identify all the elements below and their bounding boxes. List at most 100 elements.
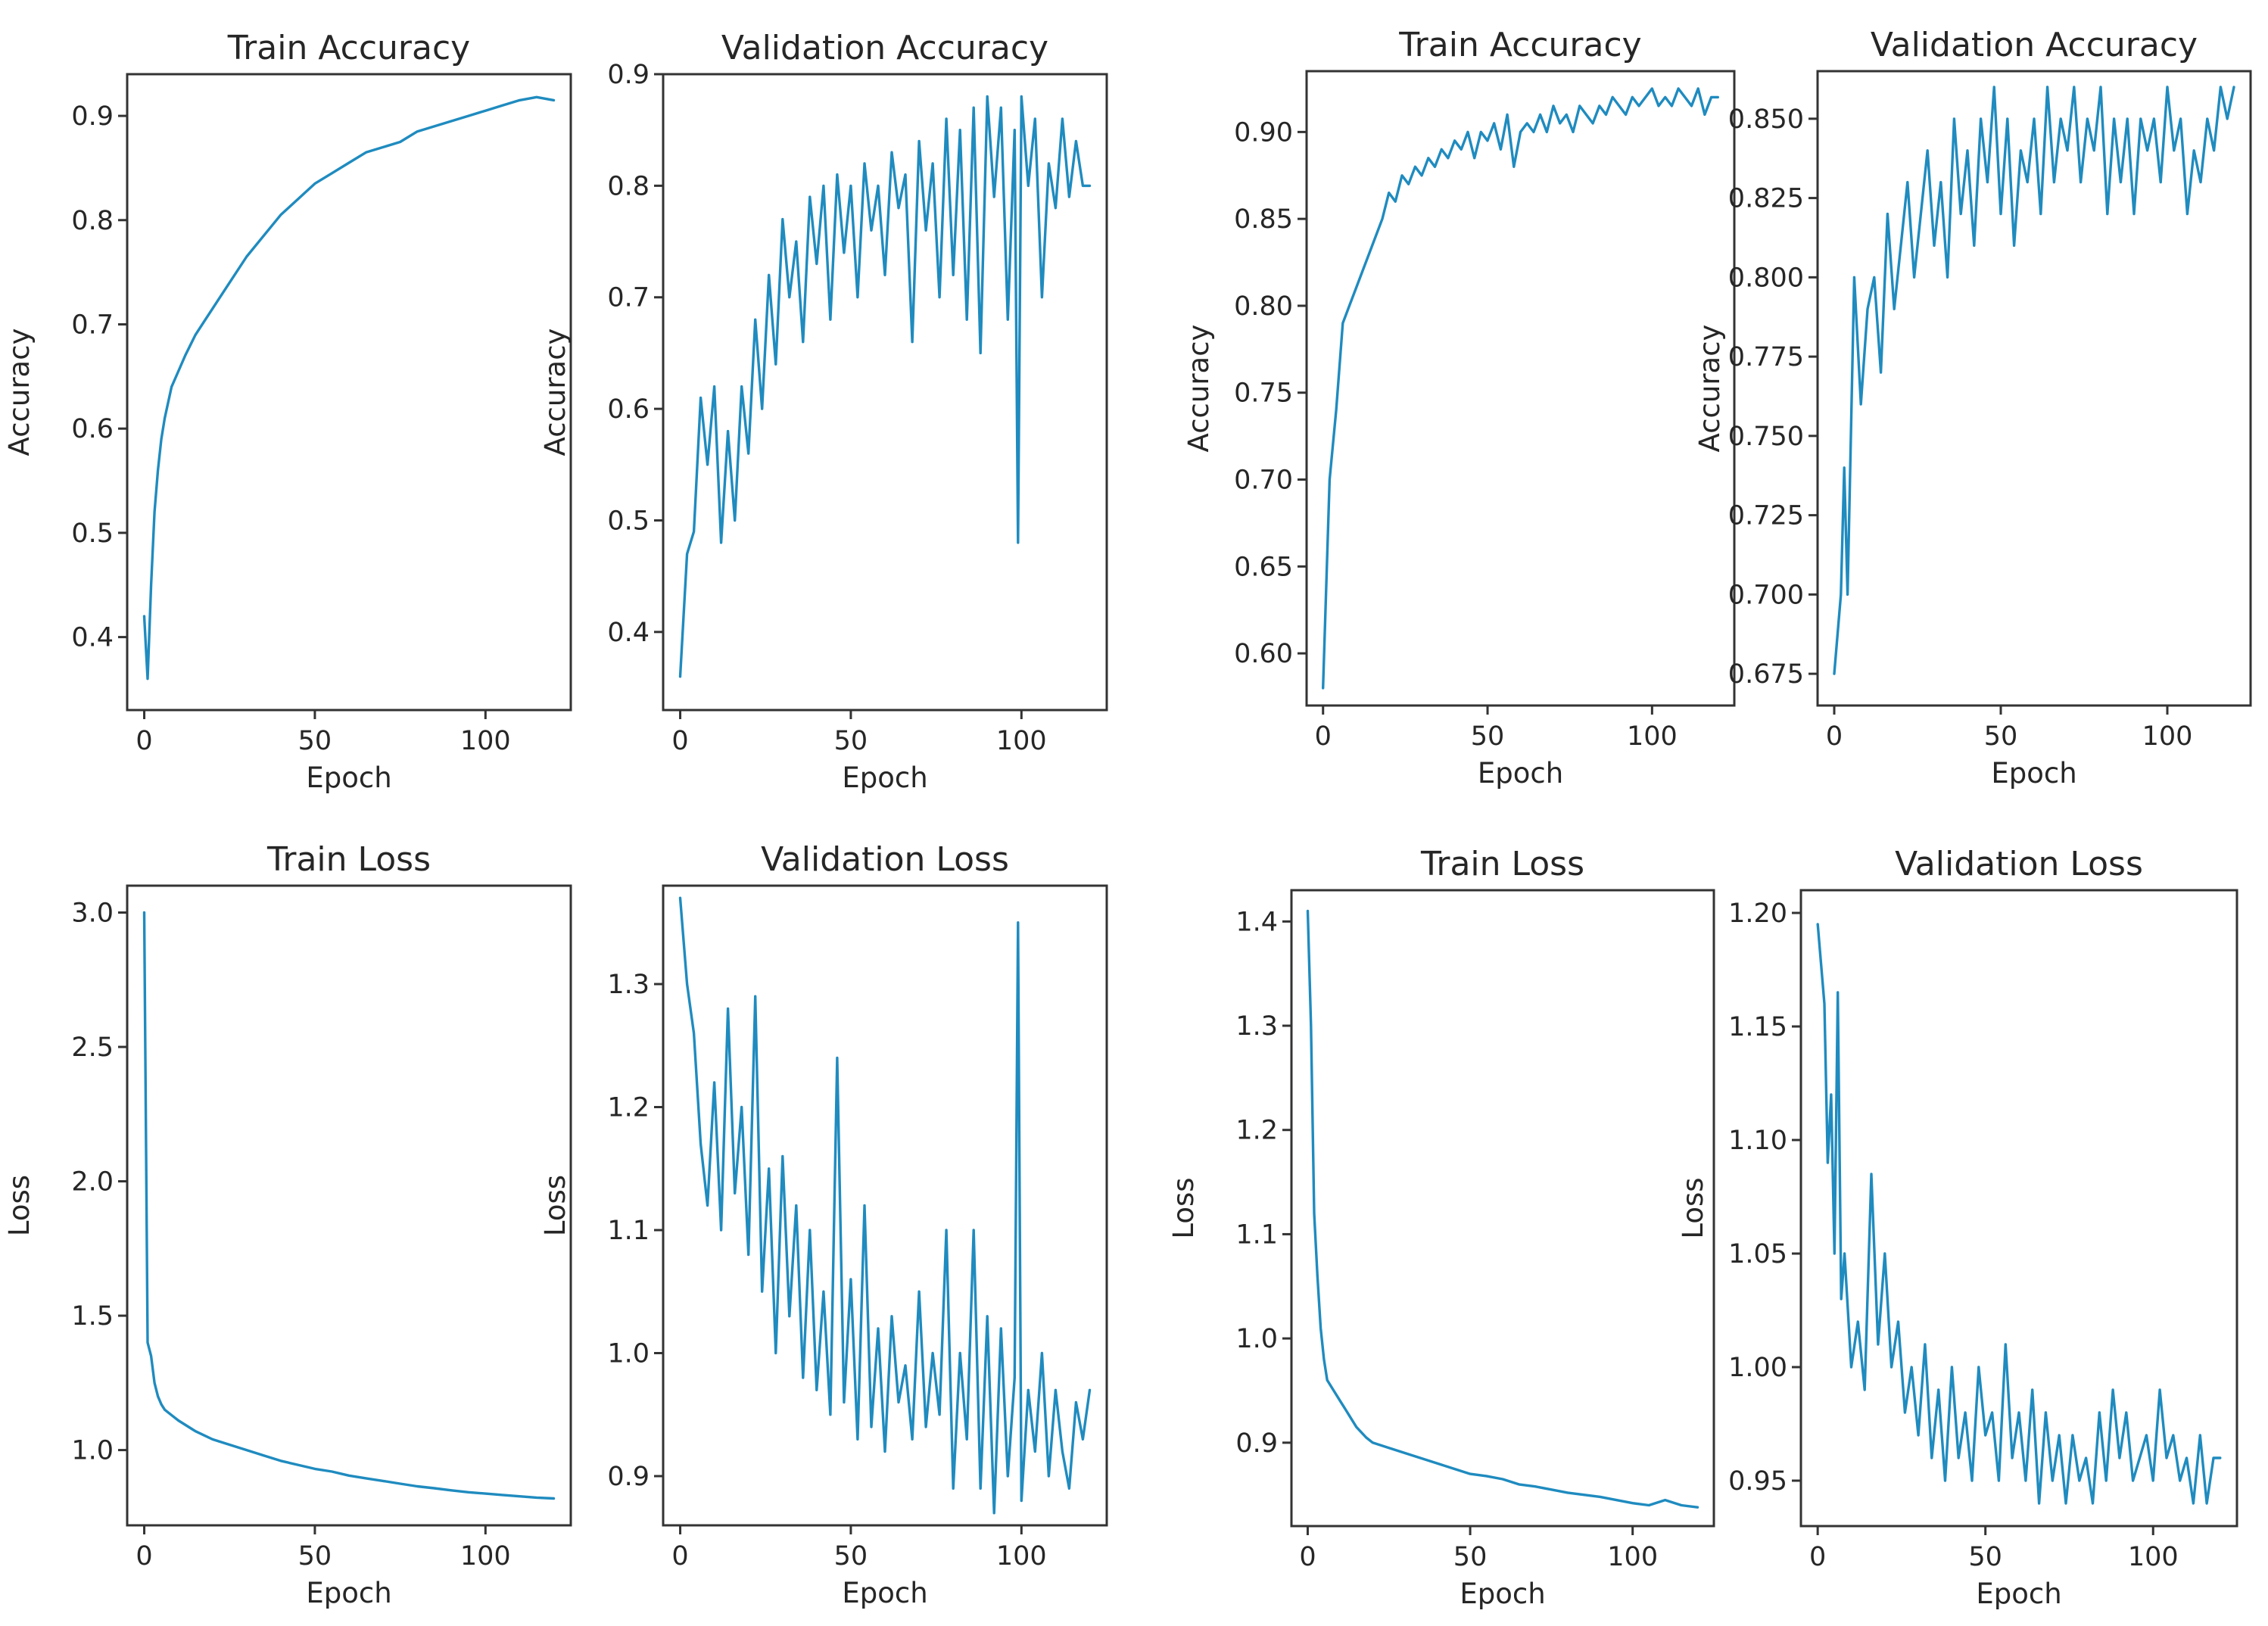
y-tick-label: 0.9 <box>71 101 114 132</box>
chart-panel-acc-val-a: 0 50 100 0.4 0.5 0.6 0.7 0.8 0.9 Validation Accur… <box>539 29 1108 794</box>
x-tick-label: 50 <box>1471 721 1505 752</box>
chart-title: Validation Accuracy <box>721 29 1048 67</box>
y-axis-label: Loss <box>1677 1177 1709 1238</box>
y-tick-label: 0.6 <box>71 414 114 444</box>
series-line-loss-val-b <box>1816 923 2222 1505</box>
chart-title: Train Accuracy <box>1398 26 1641 64</box>
x-axis-label: Epoch <box>1991 757 2076 790</box>
y-tick-label: 0.85 <box>1234 204 1293 235</box>
chart-panel-loss-val-b: 0 50 100 0.95 1.00 1.05 1.10 1.15 1.20 Validation… <box>1677 845 2238 1610</box>
y-tick-label: 0.65 <box>1234 552 1293 582</box>
y-tick-label: 0.8 <box>607 171 650 201</box>
series-line-acc-train-b <box>1321 87 1720 690</box>
y-tick-label: 1.3 <box>1235 1011 1278 1042</box>
x-tick-label: 50 <box>298 1541 332 1571</box>
y-tick-label: 2.5 <box>71 1033 114 1063</box>
y-tick-label: 0.775 <box>1728 342 1804 372</box>
x-tick-label: 0 <box>1299 1542 1316 1572</box>
plot-frame <box>662 73 1108 712</box>
y-tick-label: 0.7 <box>71 310 114 340</box>
chart-panel-acc-train-b: 0 50 100 0.60 0.65 0.70 0.75 0.80 0.85 0.90 Train … <box>1182 26 1736 790</box>
y-tick-label: 0.75 <box>1234 378 1293 409</box>
plot-frame <box>126 884 572 1527</box>
y-tick-label: 1.10 <box>1728 1126 1787 1156</box>
series-line-acc-val-b <box>1833 86 2235 675</box>
y-tick-label: 0.80 <box>1234 291 1293 322</box>
x-tick-label: 100 <box>1627 721 1678 752</box>
y-tick-label: 1.2 <box>1235 1116 1278 1146</box>
y-tick-label: 0.850 <box>1728 104 1804 135</box>
y-tick-label: 3.0 <box>71 899 114 929</box>
x-axis-label: Epoch <box>306 762 391 794</box>
series-line-loss-train-b <box>1306 909 1699 1509</box>
y-axis-label: Accuracy <box>3 329 36 456</box>
y-tick-label: 0.9 <box>607 1462 650 1492</box>
y-axis-label: Loss <box>1167 1177 1200 1238</box>
chart-title: Validation Accuracy <box>1871 26 2198 64</box>
x-tick-label: 50 <box>1968 1542 2002 1572</box>
y-tick-label: 0.700 <box>1728 580 1804 610</box>
x-tick-label: 100 <box>996 1541 1047 1571</box>
y-tick-label: 0.70 <box>1234 466 1293 496</box>
x-tick-label: 100 <box>996 726 1047 756</box>
chart-title: Train Loss <box>266 840 431 879</box>
y-tick-label: 1.1 <box>1235 1220 1278 1250</box>
x-tick-label: 50 <box>834 1541 868 1571</box>
x-tick-label: 0 <box>1826 721 1843 752</box>
y-tick-label: 0.825 <box>1728 184 1804 214</box>
x-tick-label: 100 <box>460 726 511 756</box>
y-tick-label: 0.5 <box>71 519 114 549</box>
plot-frame <box>126 73 572 712</box>
y-tick-label: 0.90 <box>1234 117 1293 148</box>
y-tick-label: 1.1 <box>607 1216 650 1246</box>
x-axis-label: Epoch <box>842 762 927 794</box>
x-tick-label: 100 <box>2142 721 2193 752</box>
y-axis-label: Accuracy <box>1693 325 1726 453</box>
y-tick-label: 0.7 <box>607 283 650 313</box>
plot-frame <box>1799 889 2238 1528</box>
chart-panel-loss-train-a: 0 50 100 1.0 1.5 2.0 2.5 3.0 Train Loss Epoch Loss <box>3 840 572 1609</box>
chart-panel-loss-train-b: 0 50 100 0.9 1.0 1.1 1.2 1.3 1.4 Train Loss Epoch L… <box>1167 845 1715 1610</box>
chart-title: Train Loss <box>1420 845 1584 883</box>
chart-title: Validation Loss <box>1895 845 2143 883</box>
y-tick-label: 2.0 <box>71 1167 114 1198</box>
y-tick-label: 0.4 <box>607 618 650 648</box>
x-tick-label: 0 <box>1315 721 1332 752</box>
chart-panel-loss-val-a: 0 50 100 0.9 1.0 1.1 1.2 1.3 Validation Loss Epoc… <box>539 840 1108 1609</box>
x-axis-label: Epoch <box>842 1577 927 1609</box>
y-tick-label: 0.750 <box>1728 422 1804 452</box>
y-tick-label: 1.15 <box>1728 1012 1787 1042</box>
y-tick-label: 0.4 <box>71 623 114 653</box>
y-tick-label: 1.0 <box>71 1436 114 1466</box>
x-tick-label: 0 <box>671 1541 688 1571</box>
x-tick-label: 0 <box>136 726 152 756</box>
x-tick-label: 50 <box>834 726 868 756</box>
y-axis-label: Accuracy <box>1182 325 1215 453</box>
chart-title: Train Accuracy <box>227 29 470 67</box>
y-tick-label: 1.3 <box>607 970 650 1000</box>
x-tick-label: 100 <box>460 1541 511 1571</box>
y-tick-label: 1.2 <box>607 1093 650 1123</box>
y-axis-label: Accuracy <box>539 329 572 456</box>
y-tick-label: 0.5 <box>607 506 650 536</box>
y-tick-label: 0.8 <box>71 206 114 236</box>
chart-panel-acc-train-a: 0 50 100 0.4 0.5 0.6 0.7 0.8 0.9 Train Accuracy Ep… <box>3 29 572 794</box>
x-axis-label: Epoch <box>306 1577 391 1609</box>
y-axis-label: Loss <box>539 1175 572 1236</box>
y-tick-label: 0.725 <box>1728 501 1804 531</box>
y-tick-label: 1.05 <box>1728 1239 1787 1269</box>
y-tick-label: 1.0 <box>1235 1324 1278 1354</box>
y-tick-label: 0.800 <box>1728 263 1804 293</box>
y-tick-label: 0.9 <box>1235 1428 1278 1459</box>
x-tick-label: 100 <box>1607 1542 1658 1572</box>
x-tick-label: 50 <box>1984 721 2018 752</box>
chart-panel-acc-val-b: 0 50 100 0.675 0.700 0.725 0.750 0.775 0.800 0.82… <box>1693 26 2252 790</box>
series-line-acc-train-a <box>142 95 556 681</box>
series-line-loss-val-a <box>678 896 1092 1515</box>
y-tick-label: 0.675 <box>1728 659 1804 690</box>
y-tick-label: 0.9 <box>607 60 650 90</box>
y-tick-label: 1.20 <box>1728 899 1787 929</box>
chart-title: Validation Loss <box>761 840 1009 879</box>
x-tick-label: 0 <box>671 726 688 756</box>
x-axis-label: Epoch <box>1478 757 1563 790</box>
